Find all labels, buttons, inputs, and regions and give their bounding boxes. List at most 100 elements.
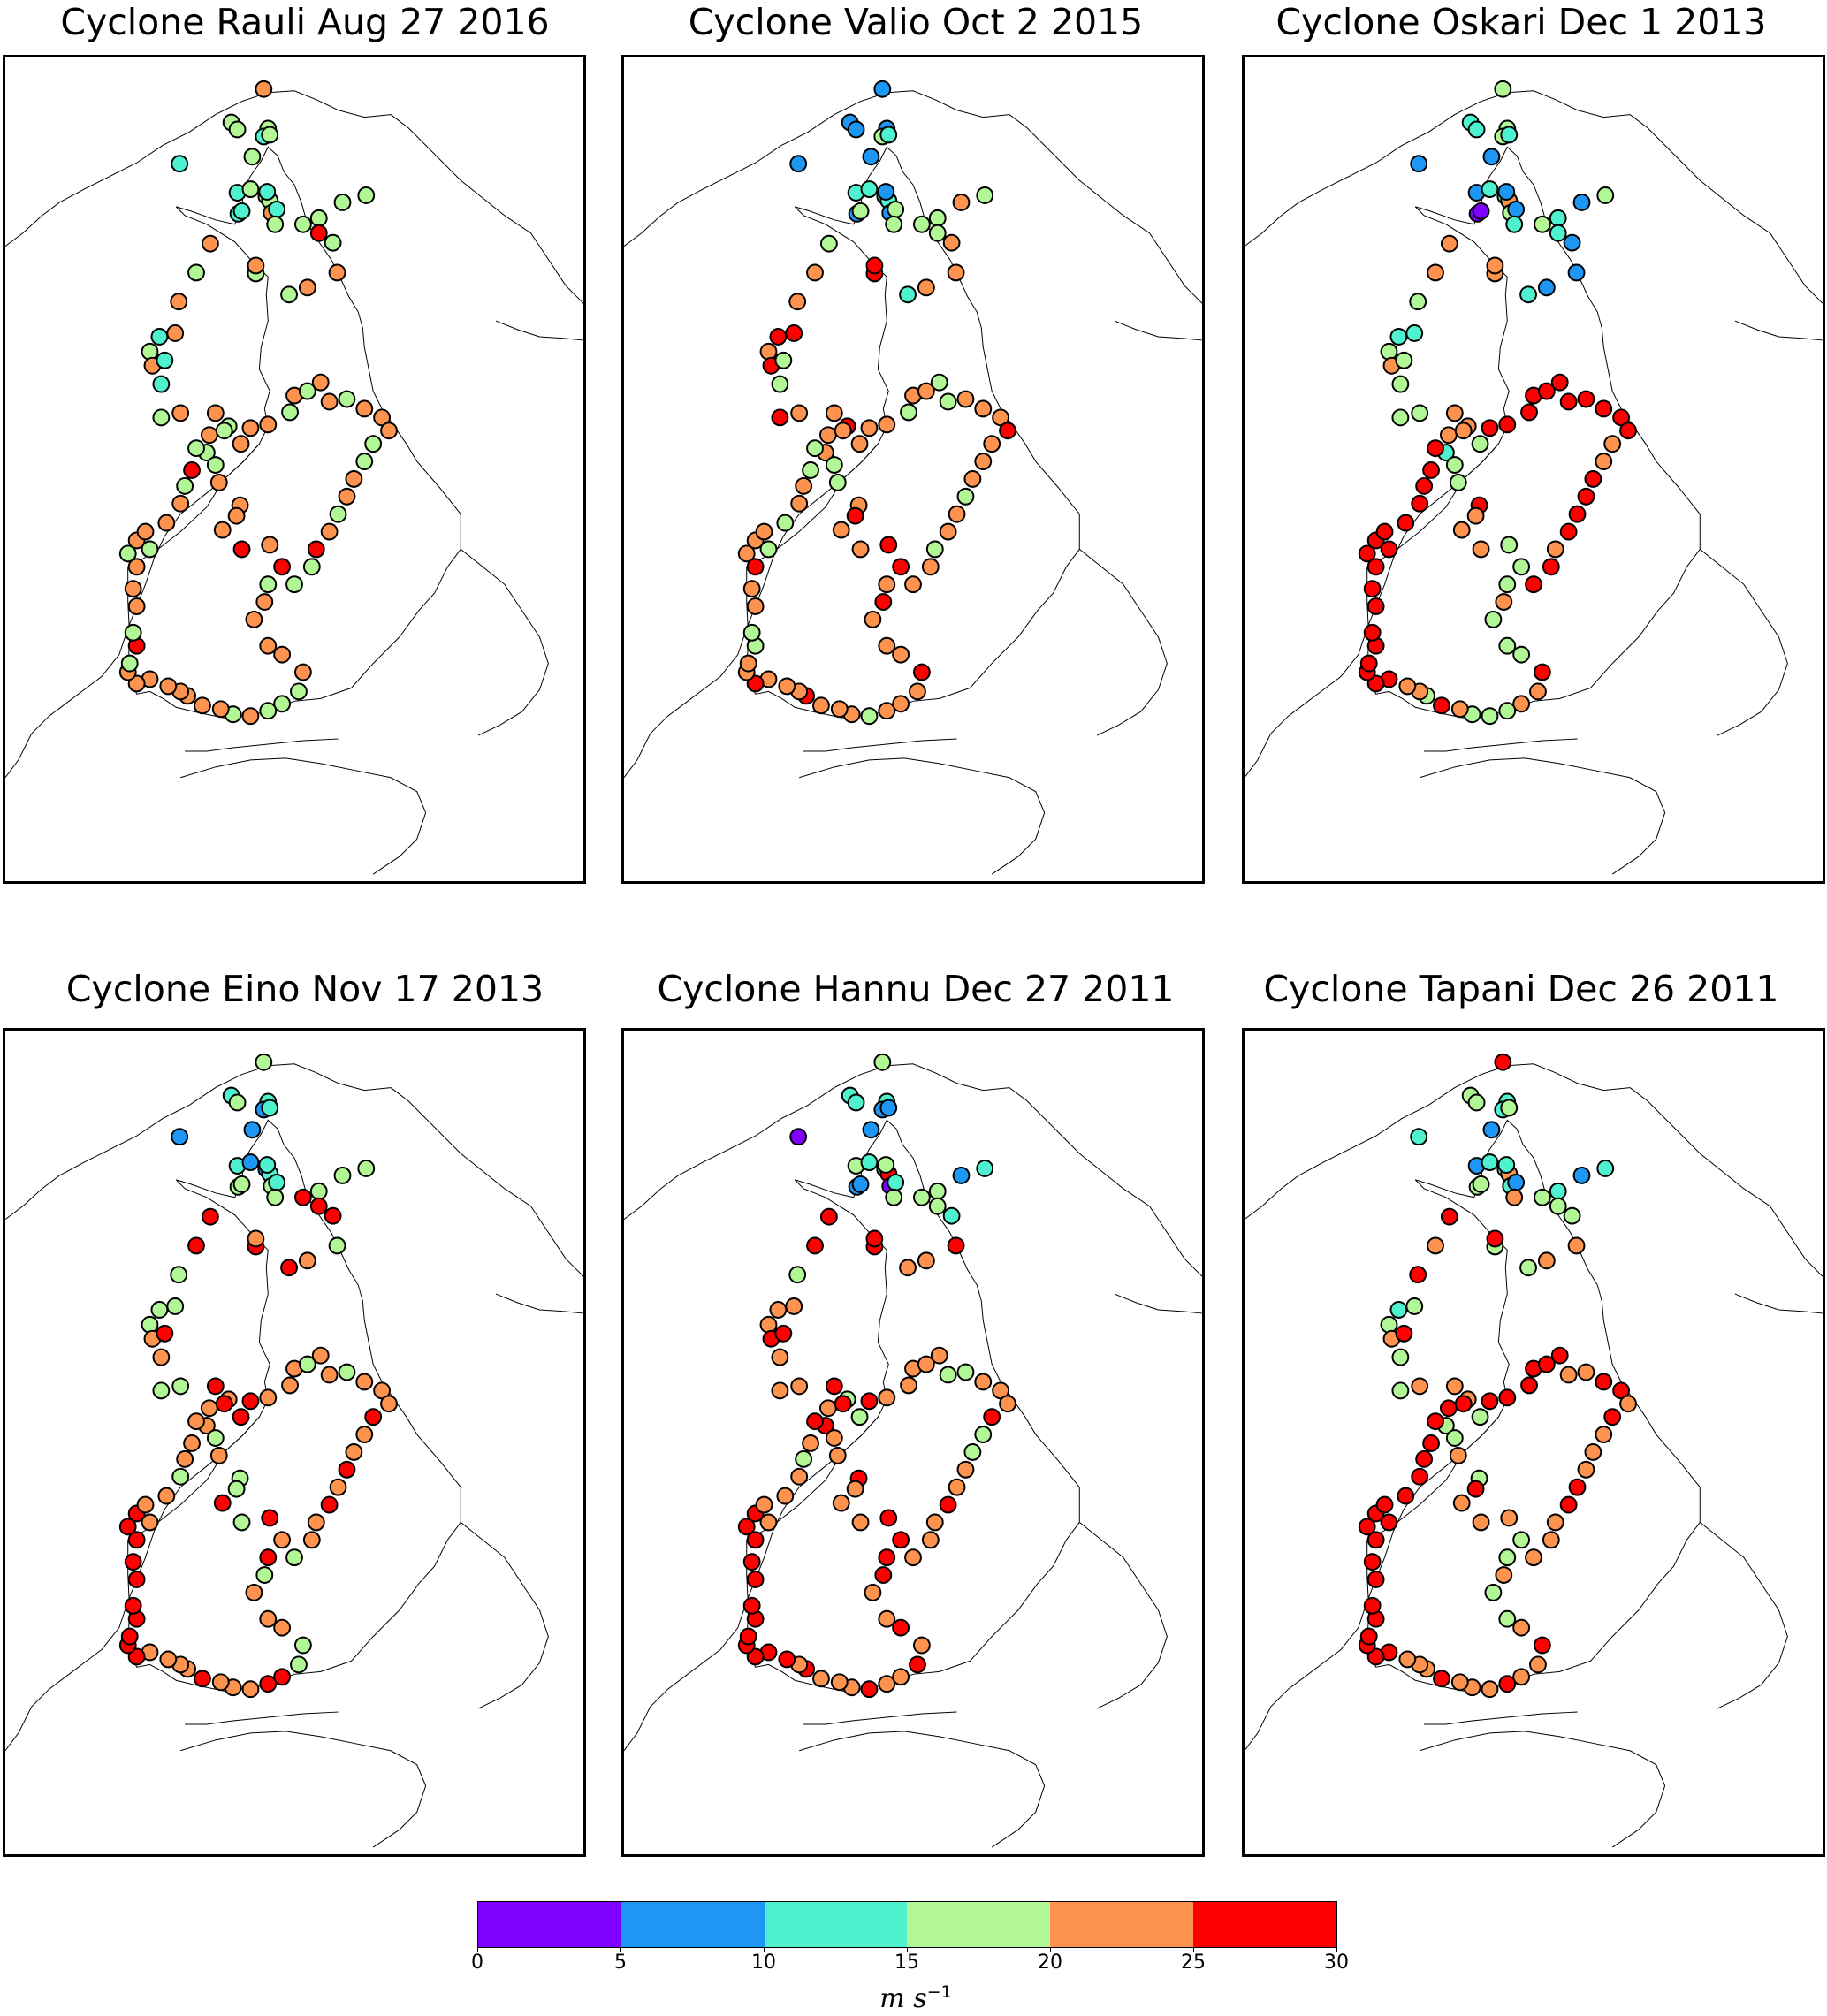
station-marker [885, 1188, 903, 1206]
station-marker [1567, 1236, 1586, 1255]
station-marker [806, 1236, 824, 1255]
coastline [1424, 738, 1578, 752]
coastline [495, 320, 583, 341]
station-marker [865, 256, 884, 275]
station-marker [885, 215, 903, 233]
station-marker [247, 1229, 265, 1248]
station-marker [742, 1553, 761, 1571]
station-marker [1450, 700, 1469, 719]
station-marker [1595, 399, 1613, 418]
station-marker [1484, 1583, 1503, 1601]
station-marker [1410, 1128, 1428, 1146]
station-marker [956, 1363, 975, 1381]
station-marker [921, 1531, 940, 1549]
station-marker [156, 1324, 174, 1343]
station-marker [956, 390, 975, 408]
station-marker [294, 215, 312, 233]
station-marker [1549, 209, 1567, 227]
station-marker [228, 1093, 247, 1112]
station-marker [976, 186, 994, 204]
station-marker [759, 1315, 778, 1334]
station-marker [1452, 521, 1471, 539]
station-marker [183, 461, 201, 479]
station-marker [194, 1670, 211, 1688]
station-marker [860, 1392, 879, 1411]
station-marker [1366, 597, 1385, 615]
station-marker [1498, 636, 1517, 655]
station-marker [746, 674, 765, 693]
station-marker [307, 540, 325, 559]
station-marker [120, 654, 139, 673]
station-marker [357, 1160, 376, 1177]
station-marker [1537, 1251, 1556, 1270]
station-marker [825, 1377, 843, 1396]
coastline [624, 1063, 1010, 1221]
station-marker [909, 1655, 926, 1674]
station-marker [925, 540, 944, 559]
station-marker [899, 285, 917, 304]
coastline [1629, 1087, 1823, 1277]
station-marker [1495, 593, 1513, 611]
station-marker [281, 1376, 299, 1395]
station-marker [290, 682, 308, 701]
station-marker [976, 1160, 994, 1177]
colorbar-bin-10-15 [764, 1902, 908, 1947]
map-panel [1242, 1028, 1825, 1857]
station-marker [1411, 1467, 1429, 1486]
station-marker [241, 707, 260, 726]
station-marker [1563, 1206, 1581, 1225]
colorbar-bin-20-25 [1050, 1902, 1194, 1947]
colorbar-unit-base: m s [879, 1983, 927, 2014]
station-marker [892, 645, 910, 664]
station-marker [1500, 1509, 1519, 1527]
station-marker [1395, 1324, 1413, 1343]
colorbar-tick-mark [907, 1948, 908, 1952]
station-marker [1391, 375, 1410, 393]
station-marker [1512, 1618, 1531, 1637]
station-marker [878, 702, 896, 720]
station-marker [120, 1627, 139, 1646]
station-marker [771, 1348, 789, 1366]
station-marker [285, 575, 303, 594]
station-marker [874, 593, 893, 611]
station-marker [380, 422, 398, 440]
station-marker [1534, 663, 1551, 681]
map-panel [3, 1028, 586, 1857]
coastline [495, 1293, 583, 1314]
station-marker [294, 1188, 312, 1206]
station-marker [834, 422, 852, 440]
station-marker [948, 505, 966, 523]
station-marker [1537, 1355, 1556, 1373]
coastline [180, 757, 427, 875]
panel-title: Cyclone Hannu Dec 27 2011 [657, 968, 1175, 1010]
panel-title: Cyclone Rauli Aug 27 2016 [60, 1, 550, 43]
station-marker [1389, 1301, 1408, 1319]
station-marker [913, 663, 931, 681]
coastline [1734, 320, 1823, 341]
station-marker [1471, 1408, 1489, 1426]
station-marker [213, 521, 232, 539]
station-marker [1494, 80, 1512, 98]
station-marker [259, 636, 278, 655]
map-panel [621, 1028, 1205, 1857]
station-marker [878, 1548, 896, 1567]
station-marker [1500, 536, 1519, 554]
station-marker [227, 506, 246, 525]
station-marker [899, 1259, 917, 1277]
coastline [1009, 1087, 1202, 1277]
station-marker [873, 80, 892, 98]
station-marker [759, 1513, 778, 1532]
station-marker [1603, 435, 1622, 453]
station-marker [1427, 1236, 1444, 1255]
station-marker [999, 422, 1016, 440]
station-marker [243, 1121, 262, 1139]
station-marker [209, 473, 228, 491]
station-marker [268, 200, 286, 218]
station-marker [1498, 415, 1517, 434]
station-marker [830, 700, 849, 719]
coastline [1245, 443, 1499, 779]
station-marker [259, 1609, 278, 1628]
station-marker [259, 702, 278, 720]
station-marker [187, 439, 205, 458]
station-marker [1572, 1167, 1591, 1184]
